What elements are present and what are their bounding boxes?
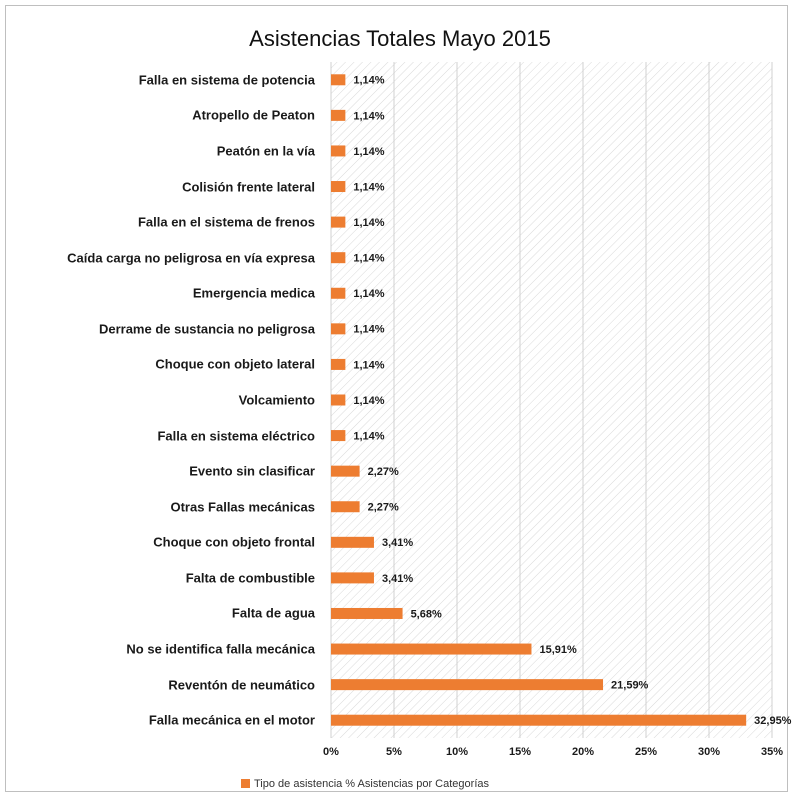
bar (331, 358, 346, 370)
bar (331, 74, 346, 86)
x-tick-label: 25% (635, 746, 657, 758)
x-tick-label: 20% (572, 746, 594, 758)
data-label: 1,14% (353, 324, 384, 336)
x-tick-label: 10% (446, 746, 468, 758)
chart-title: Asistencias Totales Mayo 2015 (249, 26, 551, 51)
bar (331, 216, 346, 228)
y-tick-label: Falta de agua (231, 605, 315, 621)
bar (331, 465, 360, 477)
bar (331, 679, 604, 691)
data-label: 1,14% (353, 181, 384, 193)
y-tick-label: Choque con objeto frontal (153, 534, 315, 550)
y-tick-label: Falla en sistema eléctrico (157, 428, 315, 444)
data-label: 1,14% (353, 146, 384, 158)
data-label: 32,95% (754, 715, 792, 727)
x-tick-label: 15% (509, 746, 531, 758)
plot-area (331, 62, 772, 738)
bar (331, 607, 403, 619)
y-tick-label: Atropello de Peaton (192, 107, 315, 123)
bar (331, 287, 346, 299)
y-tick-label: Colisión frente lateral (182, 179, 315, 195)
y-tick-label: Emergencia medica (192, 285, 315, 301)
y-tick-label: Falla en sistema de potencia (138, 72, 315, 88)
bar (331, 572, 374, 584)
x-tick-label: 0% (323, 746, 339, 758)
y-tick-label: No se identifica falla mecánica (126, 641, 315, 657)
y-tick-label: Evento sin clasificar (189, 463, 315, 479)
data-label: 2,27% (368, 502, 399, 514)
x-tick-label: 5% (386, 746, 402, 758)
data-label: 21,59% (611, 680, 649, 692)
legend-label: Tipo de asistencia % Asistencias por Cat… (254, 778, 489, 790)
data-label: 1,14% (353, 359, 384, 371)
y-tick-label: Choque con objeto lateral (155, 356, 315, 372)
data-label: 2,27% (368, 466, 399, 478)
bar (331, 643, 532, 655)
data-label: 3,41% (382, 573, 413, 585)
bar (331, 430, 346, 442)
data-label: 1,14% (353, 253, 384, 265)
y-tick-label: Caída carga no peligrosa en vía expresa (67, 250, 315, 266)
data-label: 1,14% (353, 110, 384, 122)
bar (331, 501, 360, 513)
y-tick-label: Volcamiento (238, 392, 315, 408)
x-tick-label: 35% (761, 746, 783, 758)
x-tick-label: 30% (698, 746, 720, 758)
bar (331, 181, 346, 193)
data-label: 3,41% (382, 537, 413, 549)
y-tick-label: Falla mecánica en el motor (148, 712, 315, 728)
data-label: 1,14% (353, 75, 384, 87)
y-tick-label: Derrame de sustancia no peligrosa (98, 321, 315, 337)
y-tick-label: Falta de combustible (185, 570, 315, 586)
data-label: 1,14% (353, 288, 384, 300)
bar (331, 109, 346, 121)
data-label: 1,14% (353, 395, 384, 407)
y-tick-label: Peatón en la vía (216, 143, 315, 159)
y-tick-label: Falla en el sistema de frenos (137, 214, 315, 230)
legend-swatch (241, 779, 250, 788)
data-label: 15,91% (539, 644, 577, 656)
bar (331, 323, 346, 335)
bar (331, 252, 346, 264)
bar (331, 394, 346, 406)
data-label: 1,14% (353, 217, 384, 229)
bar (331, 145, 346, 157)
data-label: 5,68% (411, 608, 442, 620)
bar (331, 536, 374, 548)
y-tick-label: Reventón de neumático (168, 677, 315, 693)
y-tick-label: Otras Fallas mecánicas (170, 499, 315, 515)
data-label: 1,14% (353, 430, 384, 442)
bar (331, 714, 747, 726)
